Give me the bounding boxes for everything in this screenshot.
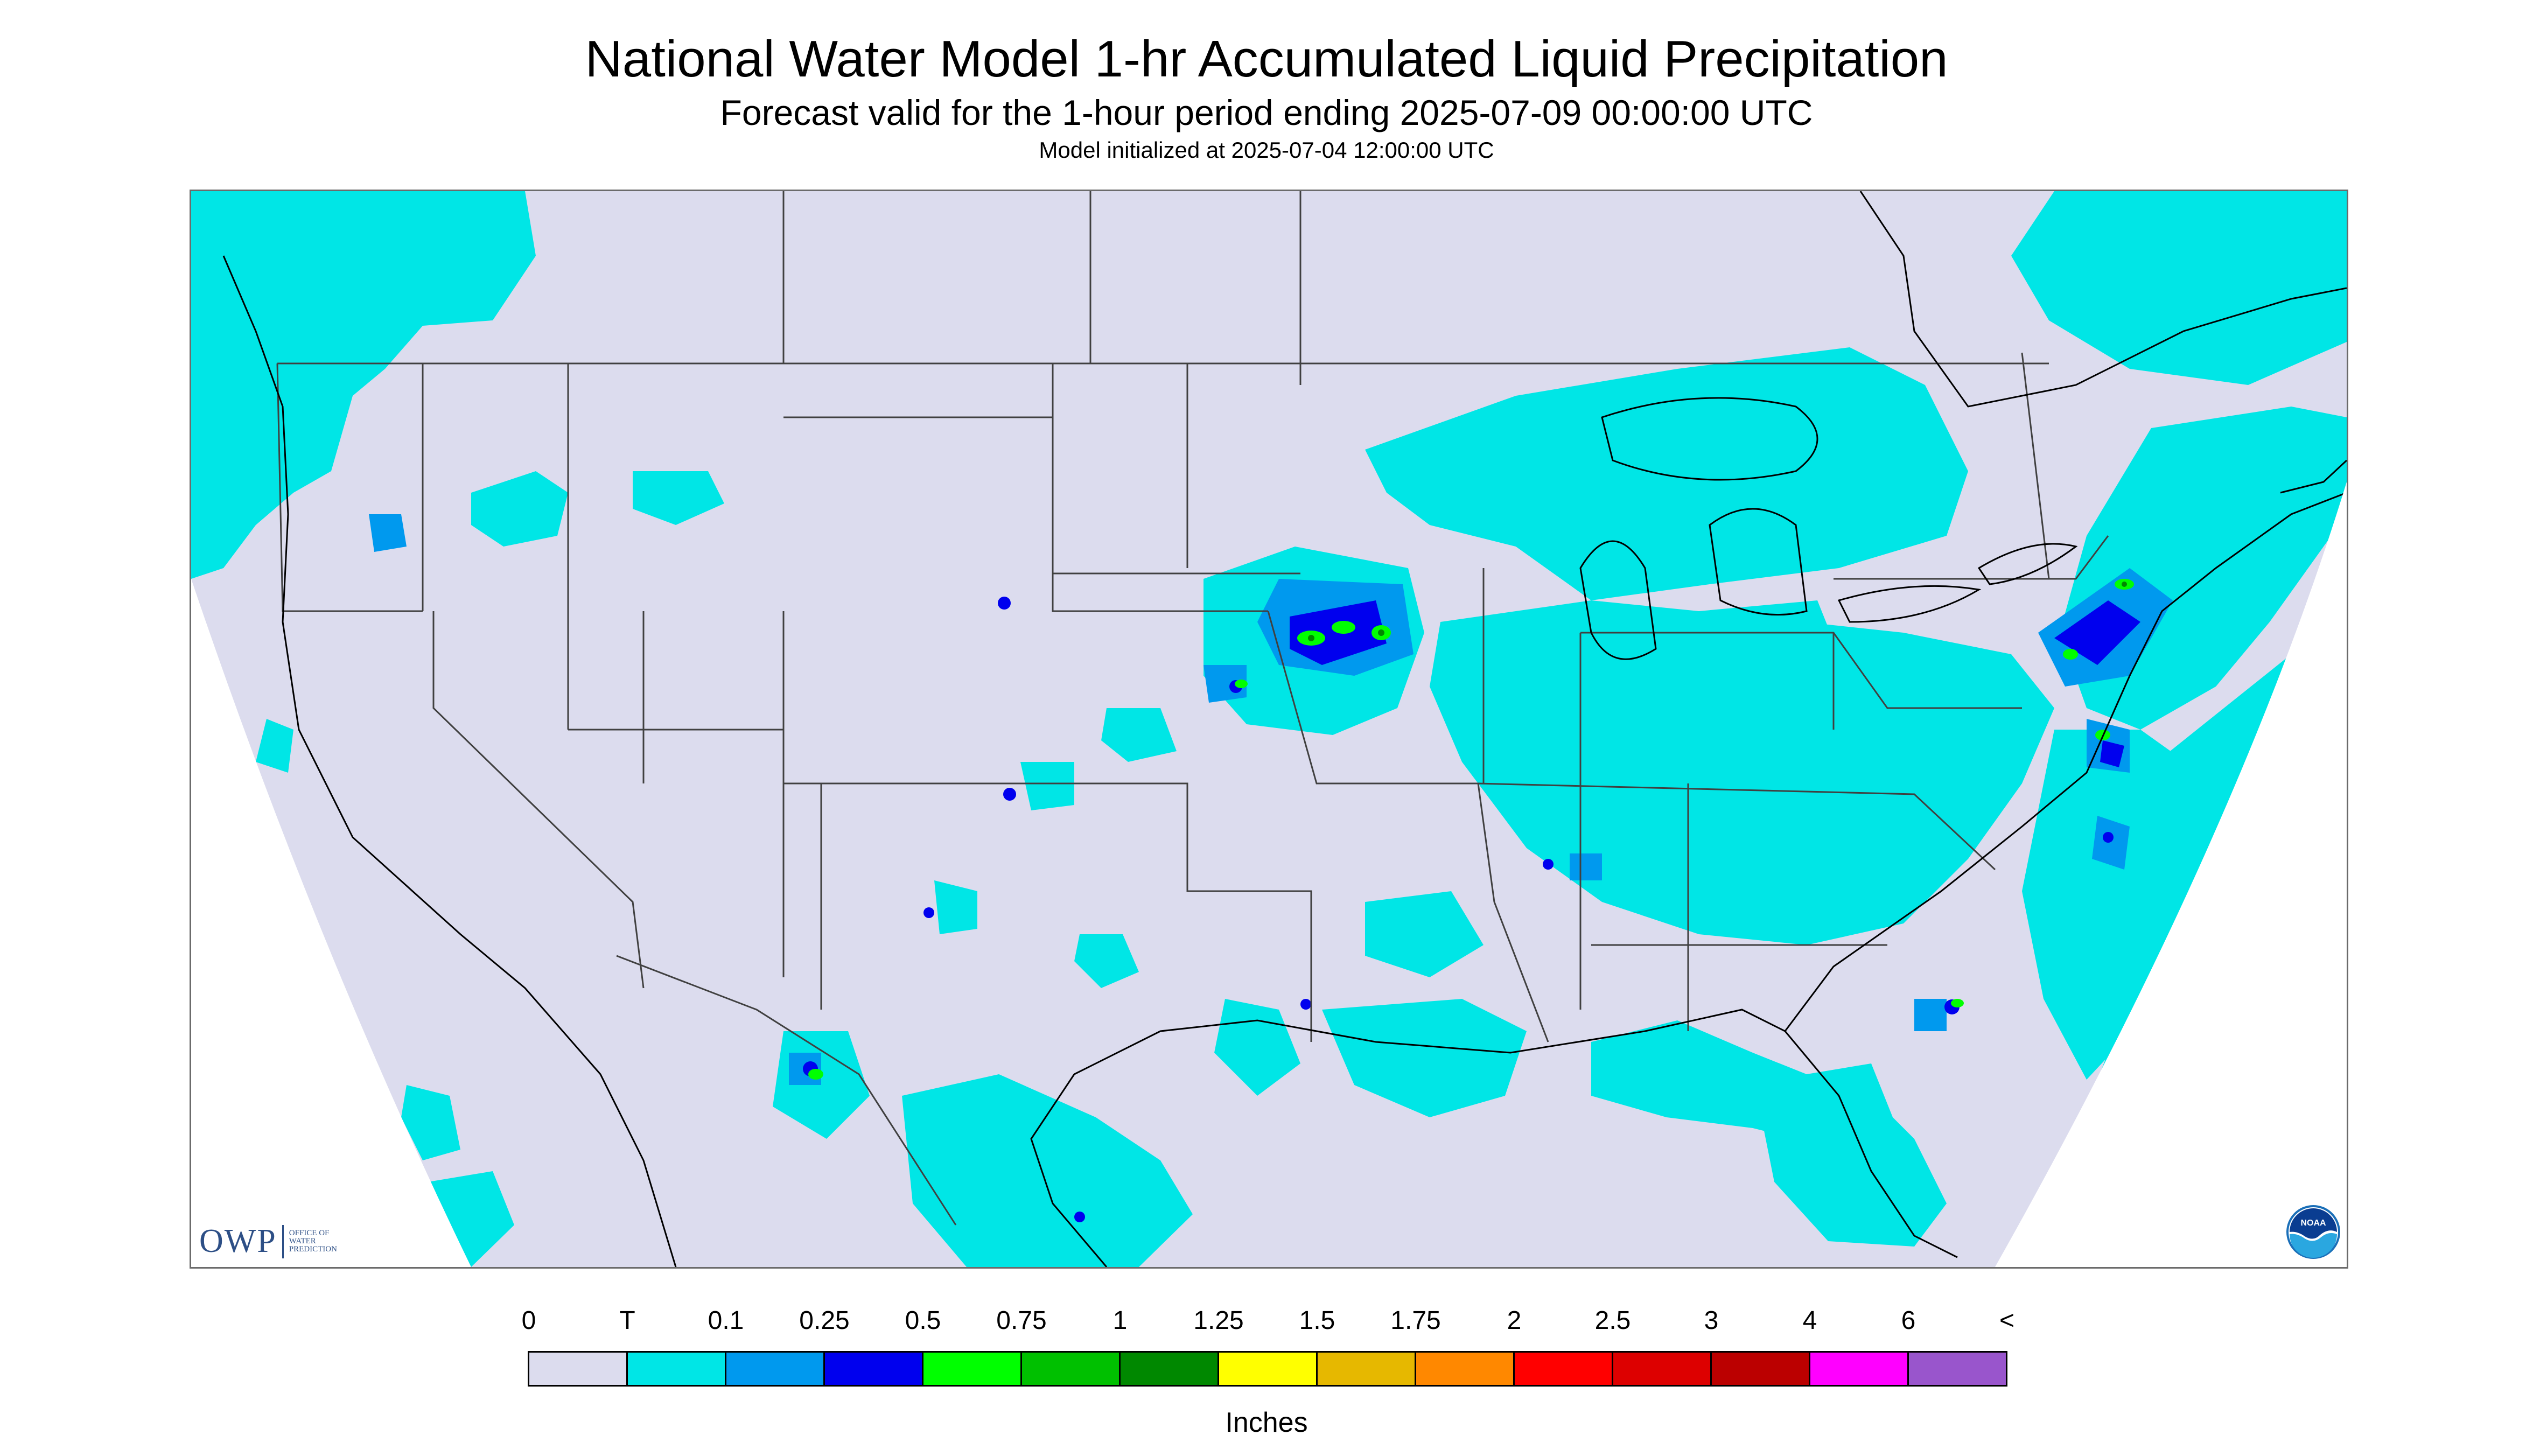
legend-units: Inches [1225, 1407, 1308, 1438]
legend-tick-label: 2 [1507, 1306, 1522, 1335]
legend-swatch [1712, 1353, 1810, 1385]
legend-tick-label: 1.75 [1390, 1306, 1441, 1335]
legend-tick-label: 3 [1704, 1306, 1719, 1335]
legend-tick-label: 1.5 [1299, 1306, 1335, 1335]
legend-tick-label: 4 [1802, 1306, 1817, 1335]
precip-legend: 0 T 0.1 0.25 0.5 0.75 1 1.25 1.5 1.75 2 2.5 3 4 6 < [522, 1306, 2014, 1387]
legend-tick-label: 0.1 [708, 1306, 744, 1335]
noaa-logo-text: NOAA [2300, 1219, 2326, 1228]
legend-tick-label: 0.5 [905, 1306, 941, 1335]
map-subtitle: Forecast valid for the 1-hour period end… [720, 93, 1813, 132]
map-title: National Water Model 1-hr Accumulated Li… [585, 30, 1948, 88]
noaa-logo: NOAA [2286, 1205, 2340, 1259]
map-canvas [191, 191, 2347, 1267]
legend-swatch [923, 1353, 1022, 1385]
legend-tick-label: 0.75 [996, 1306, 1047, 1335]
legend-swatch [1022, 1353, 1121, 1385]
model-init-time: Model initialized at 2025-07-04 12:00:00… [1039, 137, 1494, 163]
legend-swatch [1515, 1353, 1613, 1385]
owp-logo-text: OWP [199, 1223, 277, 1259]
boundaries [276, 191, 2109, 1226]
legend-tick-label: 6 [1901, 1306, 1916, 1335]
owp-logo-divider [282, 1224, 284, 1258]
legend-swatch [1909, 1353, 2006, 1385]
legend-swatch [1121, 1353, 1219, 1385]
legend-tick-label: 0.25 [799, 1306, 850, 1335]
heavy-precip-cores [808, 579, 2134, 1080]
legend-tick-label: T [619, 1306, 635, 1335]
legend-swatch [628, 1353, 726, 1385]
legend-swatch [1613, 1353, 1712, 1385]
legend-swatch [1219, 1353, 1318, 1385]
trace-precip-areas [191, 191, 2347, 1267]
legend-swatch [1318, 1353, 1416, 1385]
owp-logo-subtext: OFFICE OF WATER PREDICTION [289, 1229, 337, 1254]
legend-tick-label: 1.25 [1193, 1306, 1244, 1335]
legend-tick-label: 1 [1112, 1306, 1128, 1335]
legend-swatch [1416, 1353, 1515, 1385]
precipitation-map [190, 190, 2348, 1269]
owp-logo: OWP OFFICE OF WATER PREDICTION [199, 1222, 337, 1261]
coastline [222, 191, 2347, 1267]
heaviest-precip-cores [1308, 582, 2127, 641]
legend-swatch [529, 1353, 628, 1385]
legend-color-bar [528, 1351, 2007, 1387]
precip-field [191, 191, 2347, 1267]
legend-swatch [825, 1353, 923, 1385]
legend-tick-label: < [1999, 1306, 2015, 1335]
legend-swatch [1810, 1353, 1909, 1385]
legend-tick-label: 0 [521, 1306, 536, 1335]
legend-tick-label: 2.5 [1594, 1306, 1631, 1335]
legend-swatch [726, 1353, 825, 1385]
